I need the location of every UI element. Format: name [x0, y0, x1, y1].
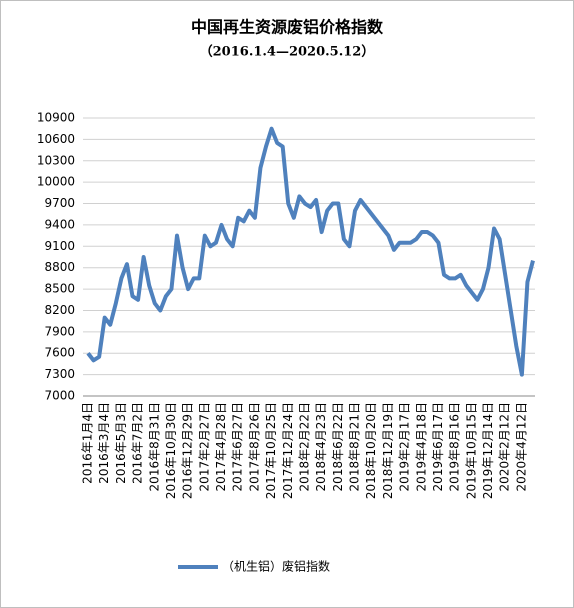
x-tick-label: 2017年4月28日	[214, 402, 228, 491]
x-tick-label: 2019年2月17日	[398, 402, 412, 491]
x-tick-label: 2016年1月4日	[81, 402, 95, 484]
y-tick-label: 9700	[44, 196, 75, 210]
x-tick-label: 2018年4月23日	[314, 402, 328, 491]
x-tick-label: 2018年2月22日	[297, 402, 311, 491]
x-tick-label: 2019年10月15日	[464, 402, 478, 499]
y-tick-label: 8500	[44, 282, 75, 296]
y-tick-label: 9400	[44, 217, 75, 231]
y-tick-label: 7000	[44, 389, 75, 403]
x-tick-label: 2016年12月29日	[181, 402, 195, 499]
chart-title: 中国再生资源废铝价格指数	[191, 18, 384, 37]
y-tick-label: 10900	[37, 111, 75, 125]
x-tick-label: 2018年6月22日	[331, 402, 345, 491]
y-tick-label: 9100	[44, 239, 75, 253]
y-tick-label: 10600	[37, 132, 75, 146]
x-tick-label: 2018年10月20日	[364, 402, 378, 499]
y-tick-label: 7600	[44, 346, 75, 360]
x-tick-label: 2017年8月26日	[247, 402, 261, 491]
y-tick-label: 7300	[44, 367, 75, 381]
y-tick-label: 8800	[44, 260, 75, 274]
data-line	[86, 126, 535, 377]
x-tick-label: 2017年12月24日	[281, 402, 295, 499]
x-tick-label: 2017年2月27日	[197, 402, 211, 491]
x-tick-label: 2017年10月25日	[264, 402, 278, 499]
x-tick-label: 2019年4月18日	[414, 402, 428, 491]
x-tick-label: 2018年8月21日	[348, 402, 362, 491]
x-tick-label: 2016年10月30日	[164, 402, 178, 499]
y-tick-label: 7900	[44, 324, 75, 338]
x-tick-label: 2020年4月12日	[514, 402, 528, 491]
y-tick-label: 8200	[44, 303, 75, 317]
x-tick-label: 2016年3月4日	[97, 402, 111, 484]
x-tick-label: 2019年8月16日	[448, 402, 462, 491]
x-tick-label: 2016年7月2日	[131, 402, 145, 484]
x-tick-label: 2019年6月17日	[431, 402, 445, 491]
y-tick-label: 10300	[37, 153, 75, 167]
x-tick-label: 2020年2月12日	[498, 402, 512, 491]
x-tick-label: 2016年5月3日	[114, 402, 128, 484]
y-tick-label: 10000	[37, 175, 75, 189]
chart-subtitle: （2016.1.4—2020.5.12）	[200, 44, 375, 60]
x-tick-label: 2017年6月27日	[231, 402, 245, 491]
legend-label: （机生铝）废铝指数	[222, 559, 330, 574]
x-tick-label: 2019年12月14日	[481, 402, 495, 499]
x-tick-label: 2016年8月31日	[147, 402, 161, 491]
x-tick-label: 2018年12月19日	[381, 402, 395, 499]
